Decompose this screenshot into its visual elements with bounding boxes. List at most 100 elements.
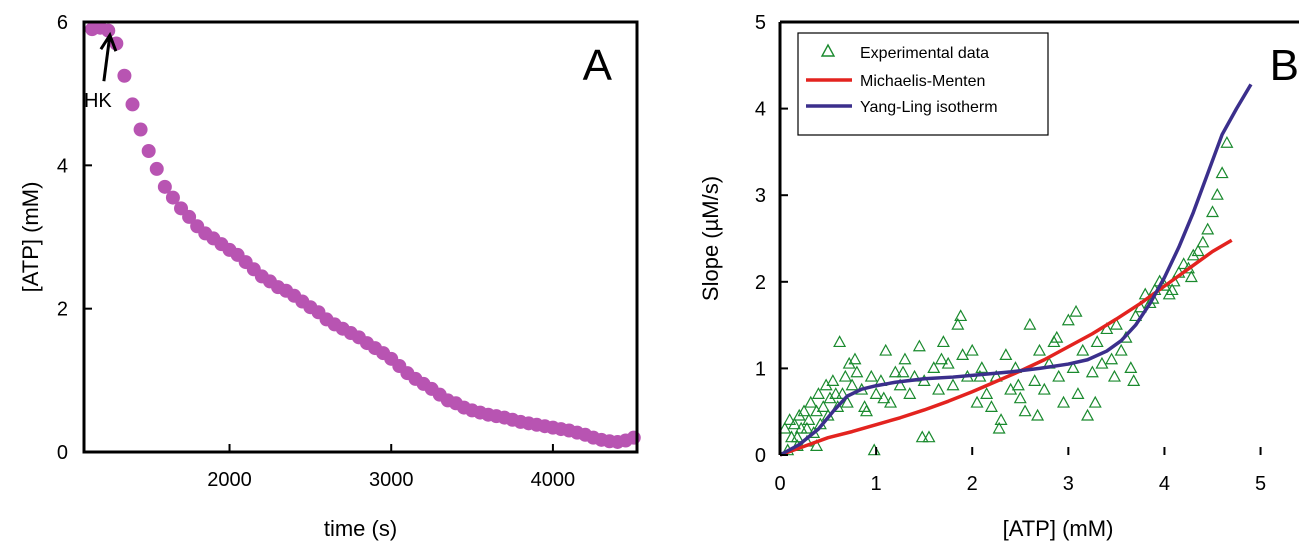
data-point-triangle (941, 356, 955, 369)
data-point-triangle (1191, 244, 1205, 257)
data-point-triangle (842, 356, 856, 369)
data-point-triangle (858, 400, 872, 412)
data-point (626, 430, 641, 445)
data-point-triangle (1127, 374, 1141, 386)
data-point-triangle (932, 382, 946, 395)
x-tick-label: 2000 (207, 469, 252, 491)
data-point-triangle (1165, 283, 1179, 296)
data-point-triangle (999, 348, 1013, 361)
y-tick-label: 2 (57, 299, 68, 321)
data-point-triangle (912, 339, 926, 352)
data-point-triangle (1023, 317, 1037, 330)
panel-a: 0 2 4 6 2000 3000 4000 time (s) [ATP] (mM) HK A (18, 12, 641, 541)
data-point-triangle (992, 421, 1006, 434)
data-point-triangle (797, 404, 811, 417)
data-point-triangle (792, 408, 806, 421)
data-point-triangle (810, 439, 824, 451)
panel-label-b: B (1270, 41, 1299, 90)
data-point-triangle (1052, 369, 1066, 382)
data-point-triangle (1184, 270, 1198, 283)
panel-label-a: A (583, 41, 613, 90)
x-tick-label: 3000 (369, 469, 414, 491)
data-point-triangle (867, 443, 881, 456)
data-point-triangle (819, 378, 833, 391)
data-point-triangle (965, 343, 979, 356)
data-point-triangle (850, 365, 864, 378)
data-point-triangle (1061, 313, 1075, 326)
data-point-triangle (1031, 408, 1045, 421)
data-point-triangle (1196, 235, 1210, 248)
data-point-triangle (922, 430, 936, 443)
plot-frame (82, 20, 639, 454)
data-point-triangle (1114, 343, 1128, 356)
x-tick-label: 2 (967, 473, 978, 495)
data-point-triangle (951, 317, 965, 330)
data-point-triangle (888, 365, 902, 378)
x-tick-label: 1 (871, 473, 882, 495)
data-point-triangle (1050, 330, 1064, 343)
data-point-triangle (1088, 395, 1102, 408)
data-point-triangle (804, 395, 818, 408)
x-tick-label: 4 (1159, 473, 1170, 495)
data-point-triangle (1018, 404, 1032, 417)
data-point-triangle (1071, 387, 1085, 399)
data-point-triangle (1129, 309, 1143, 322)
data-point-triangle (1028, 374, 1042, 386)
x-axis-label: time (s) (324, 516, 397, 541)
data-point-triangle (1210, 187, 1224, 200)
data-point-triangle (831, 400, 845, 412)
data-point-triangle (970, 395, 984, 408)
data-point (141, 144, 156, 158)
data-point-triangle (848, 352, 862, 365)
data-point-triangle (936, 335, 950, 348)
data-point-triangle (1177, 257, 1191, 270)
data-point-triangle (1057, 395, 1071, 408)
data-point-triangle (787, 417, 801, 430)
data-point-triangle (1011, 378, 1025, 391)
x-axis-label: [ATP] (mM) (1003, 516, 1114, 541)
data-point-triangle (1186, 248, 1200, 261)
data-point-triangle (1095, 356, 1109, 369)
data-point-triangle (1201, 222, 1215, 235)
data-point-triangle (956, 348, 970, 361)
data-point-triangle (1066, 361, 1080, 373)
data-point (165, 190, 180, 205)
data-point-triangle (1220, 135, 1234, 148)
data-point-triangle (884, 395, 898, 408)
data-point-triangle (1124, 361, 1138, 373)
hk-annotation: HK (84, 90, 112, 112)
data-point-triangle (845, 378, 859, 391)
data-point-triangle (975, 361, 989, 373)
data-point-triangle (864, 369, 878, 382)
data-point-triangle (829, 387, 843, 399)
data-point-triangle (927, 361, 941, 373)
data-point-triangle (778, 421, 792, 434)
data-point-triangle (869, 387, 883, 399)
data-point-triangle (1076, 343, 1090, 356)
data-point-triangle (954, 309, 968, 322)
yang-ling-line (779, 83, 1253, 457)
x-tick-label: 3 (1063, 473, 1074, 495)
data-point-triangle (1090, 335, 1104, 348)
data-point-triangle (835, 387, 849, 399)
y-tick-label: 4 (57, 155, 68, 177)
data-point-triangle (790, 430, 804, 443)
data-point-triangle (1215, 166, 1229, 179)
y-tick-label: 6 (57, 12, 68, 34)
data-point (101, 23, 116, 38)
data-point-triangle (810, 404, 824, 417)
x-tick-label: 4000 (531, 469, 576, 491)
y-tick-label: 1 (755, 358, 766, 380)
y-tick-label: 0 (57, 442, 68, 464)
data-point-triangle (811, 387, 825, 399)
data-point-triangle (838, 369, 852, 382)
data-point-triangle (1032, 343, 1047, 356)
data-point-triangle (823, 391, 837, 404)
data-point-triangle (980, 387, 994, 399)
data-point-triangle (826, 374, 840, 386)
data-point-triangle (1105, 352, 1119, 365)
data-point (182, 209, 197, 224)
data-point-triangle (934, 352, 948, 365)
